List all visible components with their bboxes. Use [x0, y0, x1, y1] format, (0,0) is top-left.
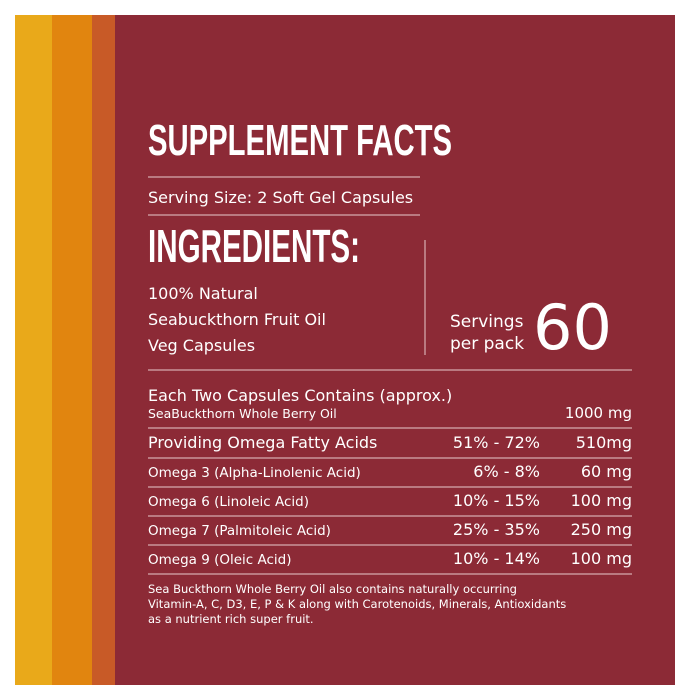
servings-label: Servings: [450, 312, 524, 332]
ingredients-heading: INGREDIENTS:: [148, 220, 360, 272]
title: SUPPLEMENT FACTS: [148, 116, 452, 165]
row-amount: 250 mg: [571, 520, 632, 539]
servings-label: per pack: [450, 334, 524, 354]
stripe-yellow: [15, 15, 55, 685]
row-name: Omega 3 (Alpha-Linolenic Acid): [148, 465, 361, 481]
row-amount: 510mg: [576, 433, 632, 452]
row-amount: 1000 mg: [565, 404, 632, 422]
servings-count: 60: [533, 291, 612, 364]
panel: [115, 15, 675, 685]
row-range: 6% - 8%: [473, 462, 540, 481]
row-name: Omega 6 (Linoleic Acid): [148, 494, 309, 510]
rows: Providing Omega Fatty Acids 51% - 72% 510m…: [148, 433, 632, 575]
row-amount: 100 mg: [571, 549, 632, 568]
serving-size: Serving Size: 2 Soft Gel Capsules: [148, 188, 413, 207]
ingredient: Veg Capsules: [148, 336, 255, 355]
row-name: SeaBuckthorn Whole Berry Oil: [148, 406, 337, 421]
table-heading: Each Two Capsules Contains (approx.): [148, 386, 452, 405]
row-name: Omega 9 (Oleic Acid): [148, 552, 292, 568]
row-range: 10% - 15%: [453, 491, 540, 510]
row-name: Omega 7 (Palmitoleic Acid): [148, 523, 331, 539]
row-name: Providing Omega Fatty Acids: [148, 433, 377, 452]
footnote: Sea Buckthorn Whole Berry Oil also conta…: [148, 582, 517, 596]
row-range: 51% - 72%: [453, 433, 540, 452]
ingredient: Seabuckthorn Fruit Oil: [148, 310, 326, 329]
row-amount: 60 mg: [581, 462, 632, 481]
ingredient: 100% Natural: [148, 284, 258, 303]
footnote: Vitamin-A, C, D3, E, P & K along with Ca…: [148, 597, 566, 611]
footnote: as a nutrient rich super fruit.: [148, 612, 314, 626]
row-range: 10% - 14%: [453, 549, 540, 568]
row-amount: 100 mg: [571, 491, 632, 510]
row-range: 25% - 35%: [453, 520, 540, 539]
stripe-dark-orange: [92, 15, 118, 685]
stripe-orange: [52, 15, 94, 685]
